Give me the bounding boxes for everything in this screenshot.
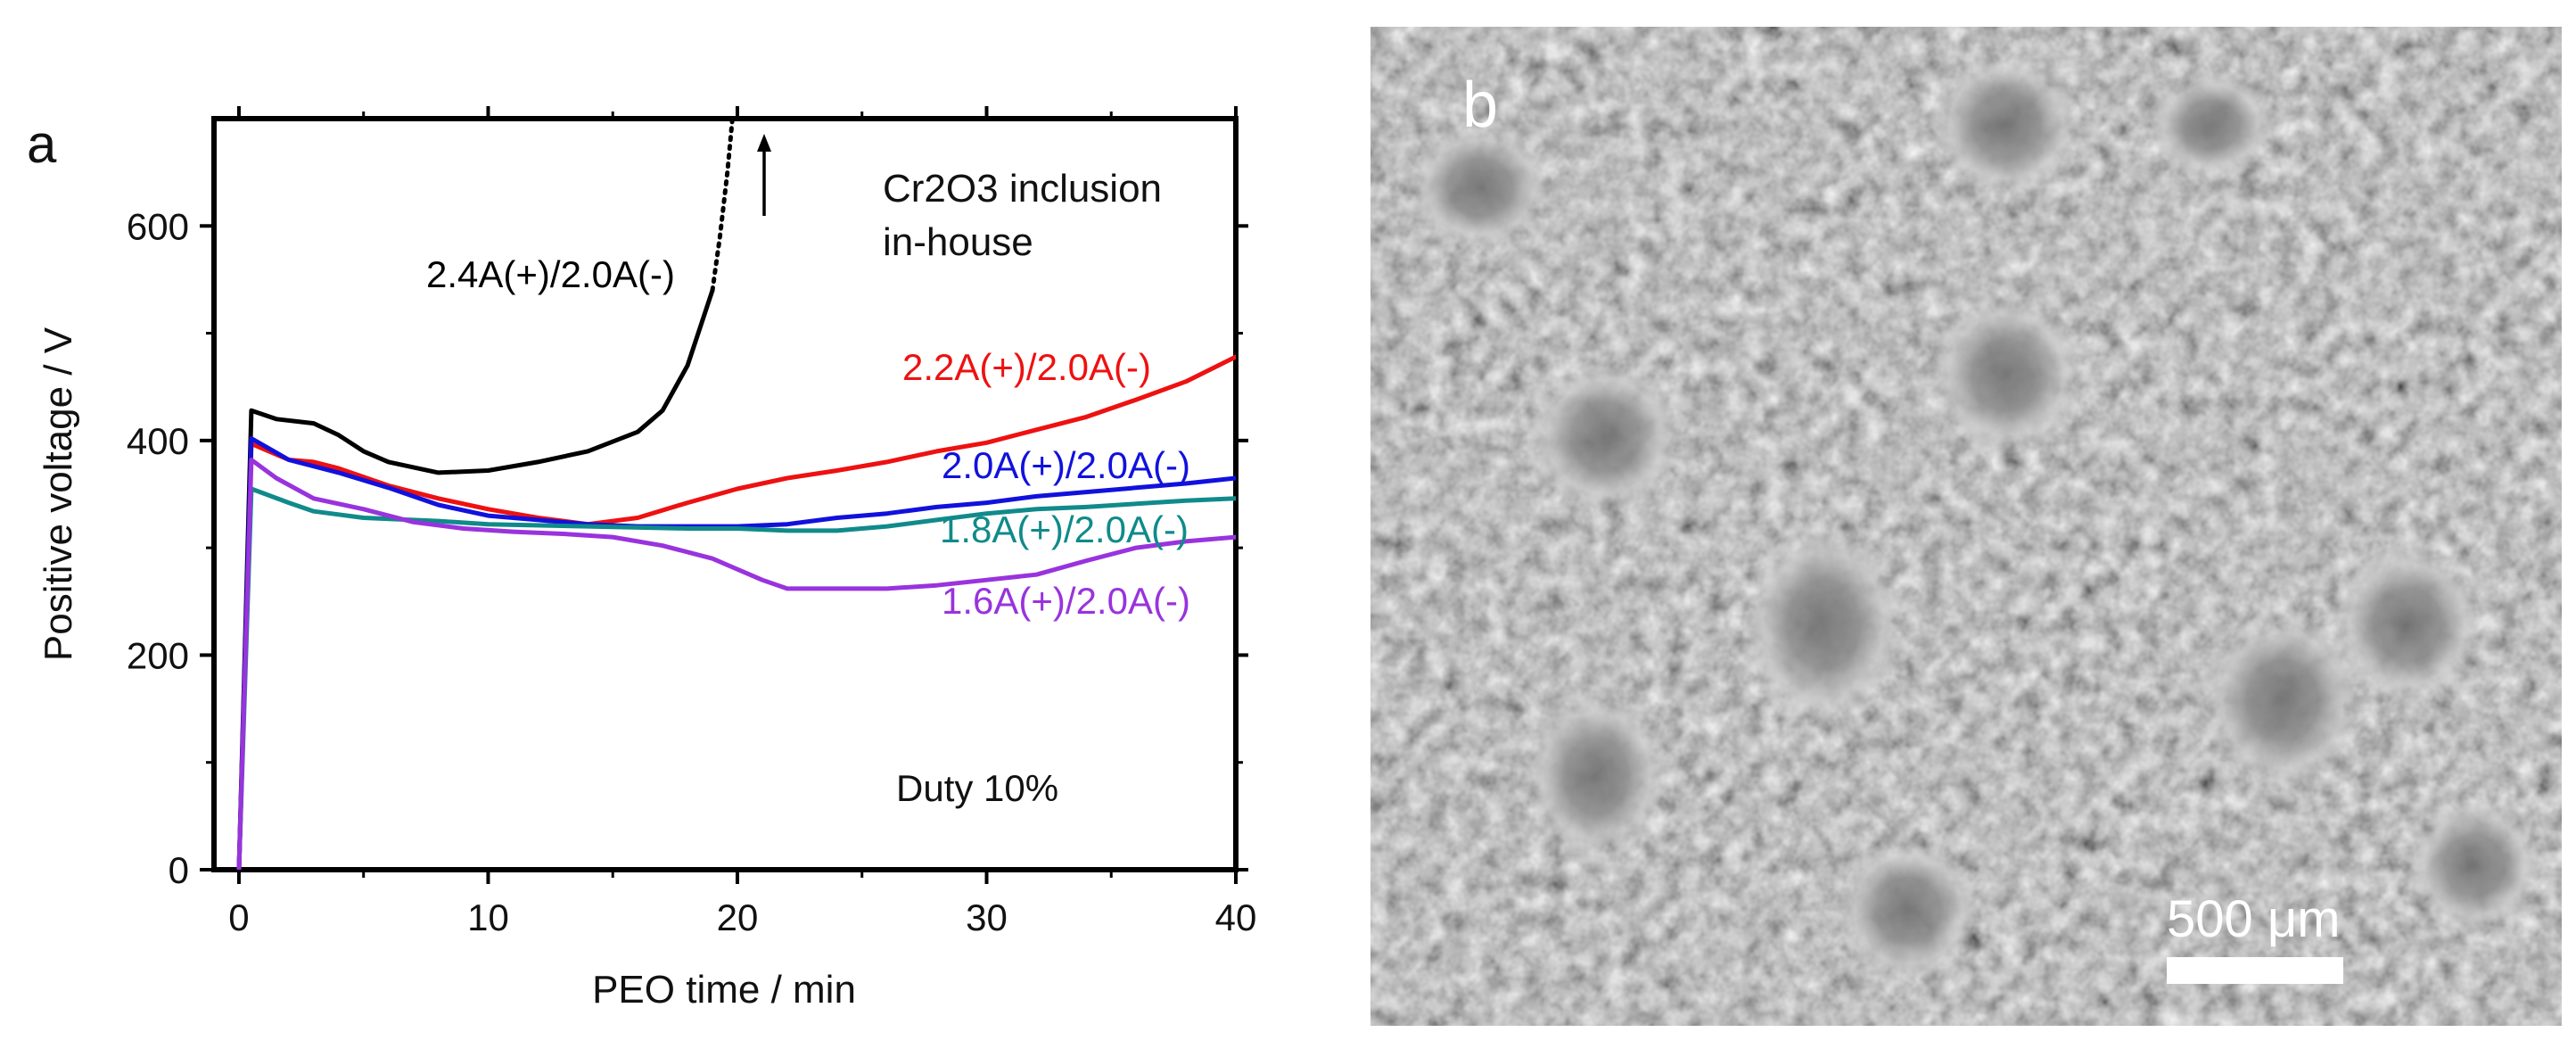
panel-b-label: b (1462, 70, 1498, 141)
scale-bar-label: 500 μm (2167, 890, 2341, 948)
series-line-0-dotted-extension (710, 119, 735, 293)
series-label-2-0a: 2.0A(+)/2.0A(-) (942, 444, 1190, 486)
y-tick-label: 600 (127, 205, 189, 247)
duty-annotation: Duty 10% (896, 767, 1058, 809)
series-label-1-6a: 1.6A(+)/2.0A(-) (942, 580, 1190, 622)
series-line-1 (236, 354, 1236, 870)
x-tick-label: 30 (966, 896, 1008, 938)
panel-a-label: a (27, 114, 57, 174)
x-tick-label: 40 (1215, 896, 1257, 938)
sem-image-panel-b: b 500 μm (1370, 27, 2562, 1026)
x-tick-label: 20 (717, 896, 759, 938)
y-tick-label: 0 (169, 849, 189, 891)
y-axis: 0 200 400 600 (127, 205, 1248, 891)
material-annotation-line1: Cr2O3 inclusion (883, 167, 1162, 211)
series-label-1-8a: 1.8A(+)/2.0A(-) (940, 508, 1189, 550)
x-axis-label: PEO time / min (592, 968, 856, 1012)
y-tick-label: 400 (127, 420, 189, 462)
up-arrow-icon (757, 134, 771, 216)
scale-bar (2167, 957, 2343, 984)
discharge-pit-features (1409, 54, 2541, 981)
y-axis-label: Positive voltage / V (37, 326, 80, 661)
x-tick-label: 10 (467, 896, 509, 938)
sem-texture (1370, 27, 2562, 1026)
series-label-2-2a: 2.2A(+)/2.0A(-) (902, 346, 1151, 388)
chart-panel-a: a 0 10 20 30 40 0 200 400 600 PEO time / min Po… (27, 106, 1256, 1012)
material-annotation-line2: in-house (883, 220, 1033, 264)
y-tick-label: 200 (127, 634, 189, 676)
series-group (236, 119, 1236, 870)
x-tick-label: 0 (228, 896, 249, 938)
plot-frame (211, 116, 1239, 872)
series-label-2-4a: 2.4A(+)/2.0A(-) (426, 253, 675, 295)
x-axis: 0 10 20 30 40 (228, 106, 1256, 938)
series-line-4 (236, 458, 1236, 870)
series-line-2 (236, 436, 1236, 870)
series-line-3 (236, 486, 1236, 870)
series-line-0 (236, 288, 715, 870)
